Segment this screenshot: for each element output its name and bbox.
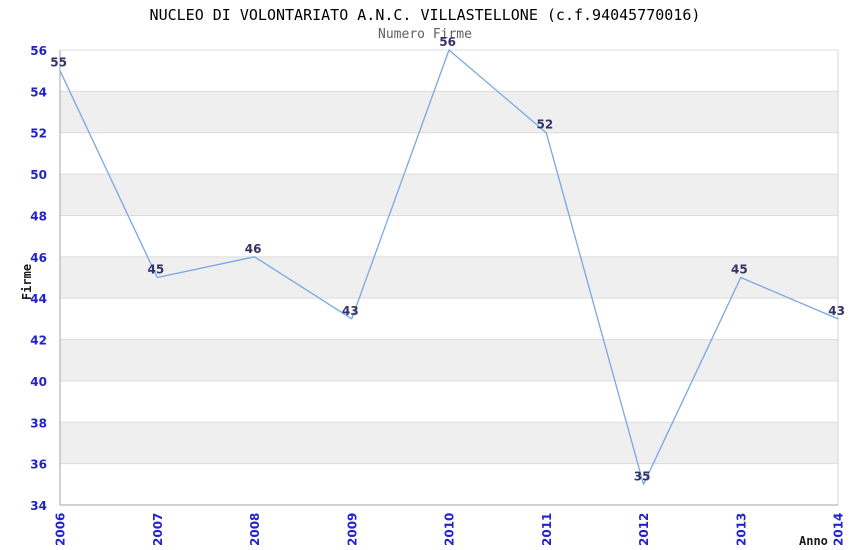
x-tick-label: 2006 xyxy=(54,513,68,546)
x-tick-label: 2014 xyxy=(832,513,846,546)
x-tick-label: 2007 xyxy=(151,513,165,546)
x-tick-label: 2012 xyxy=(637,513,651,546)
y-tick-label: 34 xyxy=(30,499,47,513)
data-point-label: 56 xyxy=(439,35,456,49)
y-tick-label: 36 xyxy=(30,458,47,472)
y-tick-label: 40 xyxy=(30,375,47,389)
y-tick-label: 48 xyxy=(30,209,47,223)
grid-band xyxy=(60,422,838,464)
chart-subtitle: Numero Firme xyxy=(378,27,472,42)
x-tick-label: 2009 xyxy=(345,513,359,546)
data-point-label: 45 xyxy=(731,263,748,277)
y-tick-label: 46 xyxy=(30,251,47,265)
x-tick-label: 2013 xyxy=(734,513,748,546)
grid-band xyxy=(60,256,838,299)
data-point-label: 46 xyxy=(245,242,262,256)
y-tick-label: 56 xyxy=(30,44,47,58)
y-tick-label: 38 xyxy=(30,416,47,430)
series-line xyxy=(59,49,839,485)
data-point-label: 43 xyxy=(828,304,845,318)
grid-band xyxy=(60,339,838,381)
x-tick-label: 2011 xyxy=(540,513,554,546)
x-tick-label: 2010 xyxy=(443,513,457,546)
grid-band xyxy=(60,174,838,216)
data-point-label: 45 xyxy=(148,263,165,277)
y-tick-label: 52 xyxy=(30,127,47,141)
grid-band xyxy=(60,91,838,133)
y-tick-label: 54 xyxy=(30,85,47,99)
y-tick-label: 44 xyxy=(30,292,47,306)
data-point-label: 55 xyxy=(50,56,67,70)
data-point-label: 52 xyxy=(537,118,554,132)
data-point-label: 35 xyxy=(634,469,651,483)
x-tick-label: 2008 xyxy=(248,513,262,546)
data-point-label: 43 xyxy=(342,304,359,318)
chart-title: NUCLEO DI VOLONTARIATO A.N.C. VILLASTELL… xyxy=(149,6,701,24)
y-tick-label: 50 xyxy=(30,168,47,182)
y-tick-label: 42 xyxy=(30,334,47,348)
x-axis-title: Anno xyxy=(799,534,828,548)
